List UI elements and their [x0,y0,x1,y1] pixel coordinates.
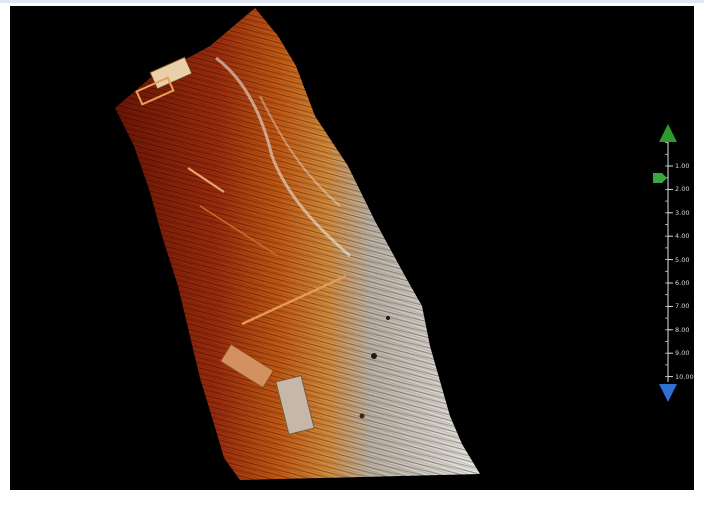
scale-tick-label: 2.00 [675,185,690,194]
scale-tick-label: 8.00 [675,325,690,334]
scale-tick-label: 7.00 [675,302,690,311]
depth-scale[interactable]: 1.00 2.00 3.00 4.00 5.00 6.00 7.00 8.00 9.00 10.0… [640,120,694,406]
structure-outline [135,76,175,106]
pit-2 [386,316,390,320]
scale-tick-label: 4.00 [675,232,690,241]
depth-scale-graphic [665,142,673,382]
pit-1 [371,353,377,359]
scale-tick-label: 1.00 [675,162,690,170]
pentagon-marker-icon[interactable] [652,172,668,184]
terrain-surface [115,8,480,480]
pit-3 [359,413,365,419]
scale-tick-marks [665,142,673,378]
triangle-up-icon[interactable] [657,122,679,144]
structure-middle [219,343,275,389]
triangle-down-icon[interactable] [657,382,679,404]
ridge-line-1 [187,167,225,193]
ridge-line-3 [241,274,347,326]
scale-tick-label: 3.00 [675,208,690,217]
structure-lower [275,375,315,435]
slope-highlight [215,56,351,258]
bottom-margin [0,490,704,516]
scale-tick-label: 10.00 [675,372,694,381]
scale-tick-label: 9.00 [675,349,690,358]
point-cloud-viewer[interactable]: 1.00 2.00 3.00 4.00 5.00 6.00 7.00 8.00 9.00 10.0… [10,6,694,490]
terrain-features [135,56,390,435]
scale-tick-label: 6.00 [675,279,690,287]
ridge-line-2 [199,205,279,257]
point-cloud-canvas[interactable] [10,6,694,490]
scale-tick-label: 5.00 [675,255,690,264]
window-top-border [0,0,704,3]
